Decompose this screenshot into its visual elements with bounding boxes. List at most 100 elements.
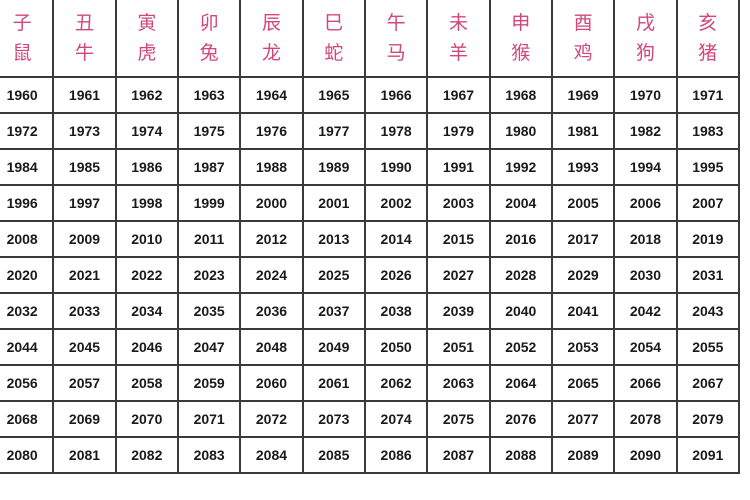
year-cell: 2083: [176, 436, 242, 474]
year-cell: 2077: [550, 400, 616, 438]
year-cell: 1997: [52, 184, 117, 222]
header-cell: 酉鸡: [550, 0, 616, 78]
year-cell: 2000: [239, 184, 304, 222]
year-cell: 1967: [426, 76, 491, 114]
year-cell: 2050: [363, 328, 429, 366]
year-cell: 2058: [114, 364, 179, 402]
earthly-branch: 子: [12, 12, 32, 34]
year-cell: 1962: [114, 76, 179, 114]
earthly-branch: 辰: [261, 12, 281, 34]
header-cell: 辰龙: [239, 0, 304, 78]
year-cell: 2037: [301, 292, 366, 330]
year-cell: 2090: [613, 436, 678, 474]
year-cell: 1993: [550, 148, 616, 186]
header-cell: 戌狗: [613, 0, 678, 78]
year-cell: 1983: [675, 112, 741, 150]
year-cell: 1974: [114, 112, 179, 150]
year-cell: 2061: [301, 364, 366, 402]
earthly-branch: 巳: [324, 12, 344, 34]
year-cell: 2065: [550, 364, 616, 402]
header-row: 子鼠丑牛寅虎卯兔辰龙巳蛇午马未羊申猴酉鸡戌狗亥猪: [0, 0, 741, 78]
year-cell: 2088: [488, 436, 553, 474]
year-cell: 2007: [675, 184, 741, 222]
year-cell: 2082: [114, 436, 179, 474]
zodiac-animal: 龙: [261, 42, 281, 64]
year-cell: 2017: [550, 220, 616, 258]
earthly-branch: 戌: [635, 12, 655, 34]
year-cell: 2070: [114, 400, 179, 438]
year-cell: 1994: [613, 148, 678, 186]
year-cell: 1982: [613, 112, 678, 150]
table-row: 2020 2021 2022 2023 2024 2025 2026 2027 2028 2029…: [0, 256, 741, 294]
year-cell: 2053: [550, 328, 616, 366]
year-cell: 2080: [0, 436, 55, 474]
year-cell: 1992: [488, 148, 553, 186]
year-cell: 2060: [239, 364, 304, 402]
year-cell: 1964: [239, 76, 304, 114]
zodiac-animal: 马: [386, 42, 406, 64]
year-cell: 2073: [301, 400, 366, 438]
year-cell: 2043: [675, 292, 741, 330]
year-cell: 2039: [426, 292, 491, 330]
header-cell: 卯兔: [176, 0, 242, 78]
year-cell: 2066: [613, 364, 678, 402]
year-cell: 2020: [0, 256, 55, 294]
year-cell: 2069: [52, 400, 117, 438]
year-cell: 1978: [363, 112, 429, 150]
year-cell: 2091: [675, 436, 741, 474]
year-cell: 2067: [675, 364, 741, 402]
year-cell: 2005: [550, 184, 616, 222]
zodiac-animal: 鸡: [573, 42, 593, 64]
year-cell: 2048: [239, 328, 304, 366]
year-cell: 2008: [0, 220, 55, 258]
year-cell: 2035: [176, 292, 242, 330]
year-cell: 2004: [488, 184, 553, 222]
year-cell: 1998: [114, 184, 179, 222]
year-cell: 1968: [488, 76, 553, 114]
year-cell: 2002: [363, 184, 429, 222]
header-cell: 午马: [363, 0, 429, 78]
year-cell: 2027: [426, 256, 491, 294]
table-row: 2044 2045 2046 2047 2048 2049 2050 2051 2052 2053…: [0, 328, 741, 366]
year-cell: 2072: [239, 400, 304, 438]
year-cell: 1971: [675, 76, 741, 114]
year-cell: 1985: [52, 148, 117, 186]
header-cell: 未羊: [426, 0, 491, 78]
year-cell: 2047: [176, 328, 242, 366]
earthly-branch: 丑: [74, 12, 94, 34]
year-cell: 1990: [363, 148, 429, 186]
year-cell: 2042: [613, 292, 678, 330]
year-cell: 2028: [488, 256, 553, 294]
table-row: 2068 2069 2070 2071 2072 2073 2074 2075 2076 2077…: [0, 400, 741, 438]
year-cell: 1965: [301, 76, 366, 114]
year-cell: 2076: [488, 400, 553, 438]
earthly-branch: 寅: [137, 12, 157, 34]
year-cell: 2057: [52, 364, 117, 402]
zodiac-animal: 狗: [635, 42, 655, 64]
year-cell: 1996: [0, 184, 55, 222]
zodiac-animal: 牛: [74, 42, 94, 64]
year-cell: 2081: [52, 436, 117, 474]
year-cell: 2038: [363, 292, 429, 330]
header-cell: 丑牛: [52, 0, 117, 78]
year-cell: 1972: [0, 112, 55, 150]
year-cell: 2049: [301, 328, 366, 366]
year-cell: 2019: [675, 220, 741, 258]
year-cell: 2045: [52, 328, 117, 366]
year-cell: 2015: [426, 220, 491, 258]
zodiac-animal: 虎: [137, 42, 157, 64]
year-cell: 2086: [363, 436, 429, 474]
year-cell: 2023: [176, 256, 242, 294]
table-row: 1996 1997 1998 1999 2000 2001 2002 2003 2004 2005…: [0, 184, 741, 222]
year-cell: 2074: [363, 400, 429, 438]
table-row: 2008 2009 2010 2011 2012 2013 2014 2015 2016 2017…: [0, 220, 741, 258]
zodiac-animal: 蛇: [324, 42, 344, 64]
table-row: 2056 2057 2058 2059 2060 2061 2062 2063 2064 2065…: [0, 364, 741, 402]
year-cell: 2059: [176, 364, 242, 402]
year-cell: 2054: [613, 328, 678, 366]
year-cell: 1980: [488, 112, 553, 150]
year-cell: 2079: [675, 400, 741, 438]
year-cell: 2036: [239, 292, 304, 330]
year-cell: 2011: [176, 220, 242, 258]
year-cell: 2033: [52, 292, 117, 330]
